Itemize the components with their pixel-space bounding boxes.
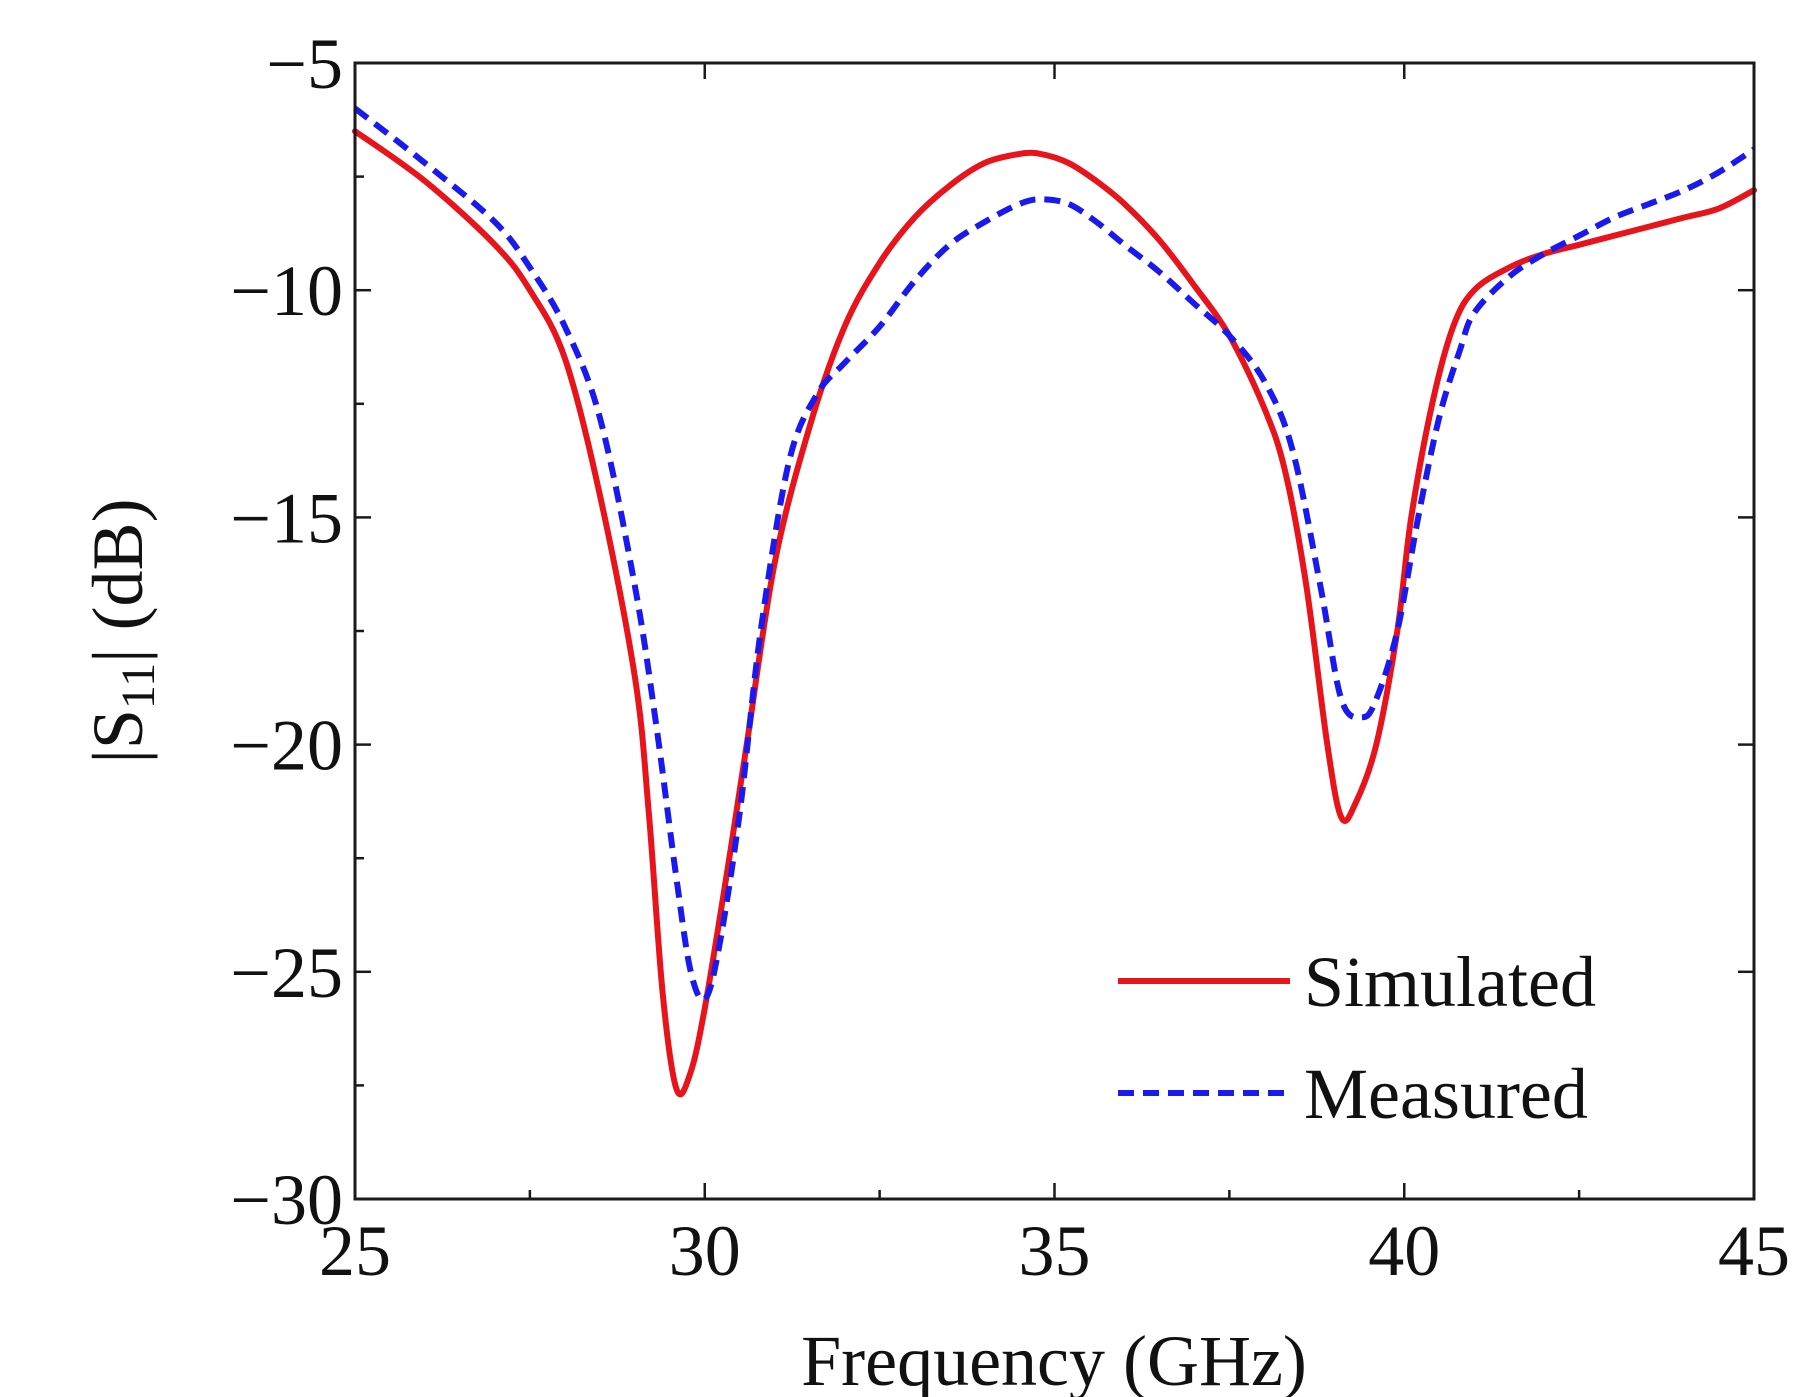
- y-axis-title-main: |S: [78, 709, 158, 763]
- series-layer: [352, 106, 1757, 1098]
- y-tick-label: −15: [230, 478, 343, 558]
- plot-frame: [353, 61, 1756, 1201]
- y-axis-title-subscript: 11: [112, 663, 165, 709]
- plot-area: [355, 63, 1754, 1199]
- x-tick-label: 30: [669, 1211, 741, 1291]
- y-tick-label: −10: [230, 251, 343, 331]
- y-axis-title: |S11| (dB): [78, 498, 165, 763]
- series-line-measured: [353, 106, 1756, 1003]
- legend: Simulated Measured: [1118, 942, 1596, 1134]
- x-axis-title: Frequency (GHz): [801, 1321, 1307, 1397]
- y-tick-label: −25: [230, 933, 343, 1013]
- x-tick-label: 40: [1368, 1211, 1440, 1291]
- y-tick-label: −20: [230, 706, 343, 786]
- x-tick-label: 25: [319, 1211, 391, 1291]
- y-tick-label: −30: [230, 1160, 343, 1240]
- x-tick-label: 35: [1019, 1211, 1091, 1291]
- y-tick-label: −5: [266, 24, 343, 104]
- tick-labels: 25 30 35 40 45 −5 −10 −15 −20 −25 −30: [230, 24, 1790, 1291]
- legend-label-simulated: Simulated: [1304, 942, 1596, 1022]
- series-line-simulated: [352, 128, 1757, 1098]
- x-tick-label: 45: [1718, 1211, 1790, 1291]
- legend-label-measured: Measured: [1304, 1054, 1588, 1134]
- y-axis-title-tail: | (dB): [78, 498, 158, 662]
